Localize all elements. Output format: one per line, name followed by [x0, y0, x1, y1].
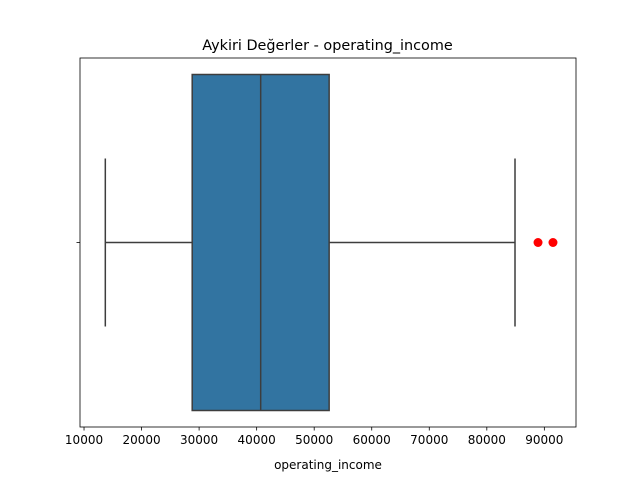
- outlier-point: [548, 238, 558, 247]
- x-tick-label: 60000: [353, 433, 391, 447]
- box-plot: [104, 73, 516, 412]
- x-tick-label: 10000: [65, 433, 103, 447]
- outliers: [533, 238, 558, 247]
- x-tick-label: 40000: [238, 433, 276, 447]
- chart-title: Aykiri Değerler - operating_income: [202, 38, 453, 54]
- x-tick-label: 50000: [295, 433, 333, 447]
- x-tick-label: 20000: [122, 433, 160, 447]
- x-tick-label: 70000: [410, 433, 448, 447]
- x-tick-label: 30000: [180, 433, 218, 447]
- x-axis-ticks: 10000 20000 30000 40000 50000 60000 70000 80000…: [65, 427, 563, 447]
- outlier-point: [533, 238, 543, 247]
- x-axis-title: operating_income: [274, 458, 382, 472]
- x-tick-label: 80000: [468, 433, 506, 447]
- x-tick-label: 90000: [525, 433, 563, 447]
